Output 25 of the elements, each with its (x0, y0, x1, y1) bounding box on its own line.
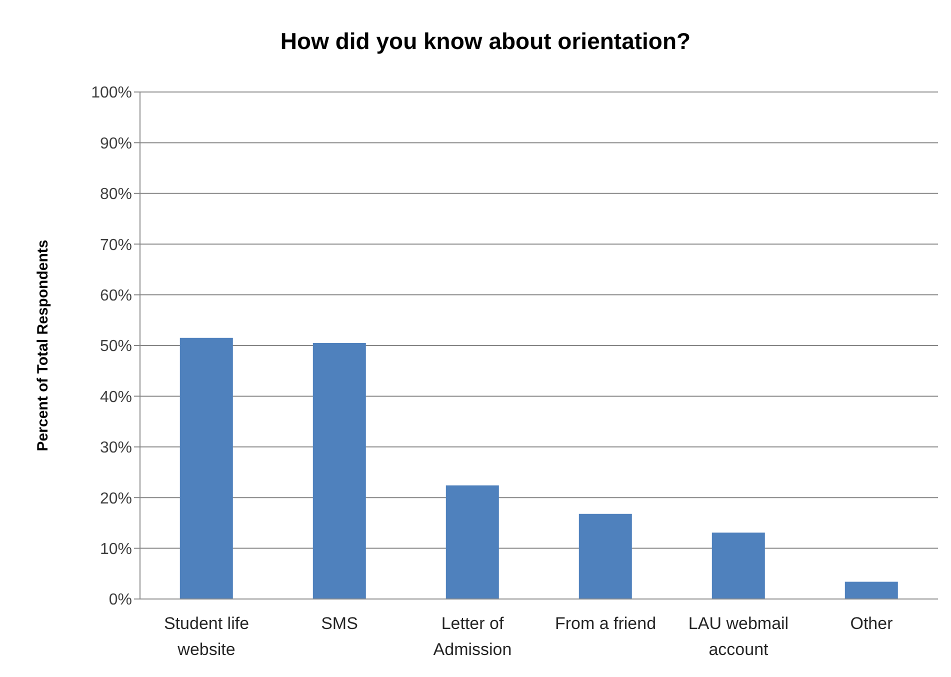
y-tick-label: 20% (100, 490, 132, 508)
y-tick-label: 60% (100, 287, 132, 304)
y-tick-label: 30% (100, 440, 132, 457)
bar (578, 514, 632, 599)
x-tick-label: SMS (321, 614, 358, 633)
x-tick-label: LAU webmail account (688, 614, 789, 659)
chart-title: How did you know about orientation? (279, 28, 692, 55)
x-tick-label: Letter of Admission (433, 614, 512, 659)
y-tick-label: 0% (108, 592, 132, 609)
bar (180, 338, 233, 599)
bar (446, 485, 499, 599)
y-tick-label: 90% (100, 135, 132, 152)
y-axis-title: Percent of Total Respondents (34, 240, 52, 452)
y-tick-label: 80% (100, 186, 132, 204)
y-tick-label: 10% (100, 540, 132, 558)
x-tick-label: Student life website (164, 614, 250, 659)
bar (844, 582, 898, 599)
x-tick-label: Other (850, 614, 894, 633)
bar (312, 342, 366, 599)
x-tick-label: From a friend (554, 614, 656, 633)
bar (712, 532, 765, 599)
y-tick-label: 50% (100, 338, 132, 356)
y-tick-label: 70% (100, 236, 132, 254)
y-tick-label: 100% (91, 84, 132, 102)
y-tick-label: 40% (100, 388, 132, 406)
